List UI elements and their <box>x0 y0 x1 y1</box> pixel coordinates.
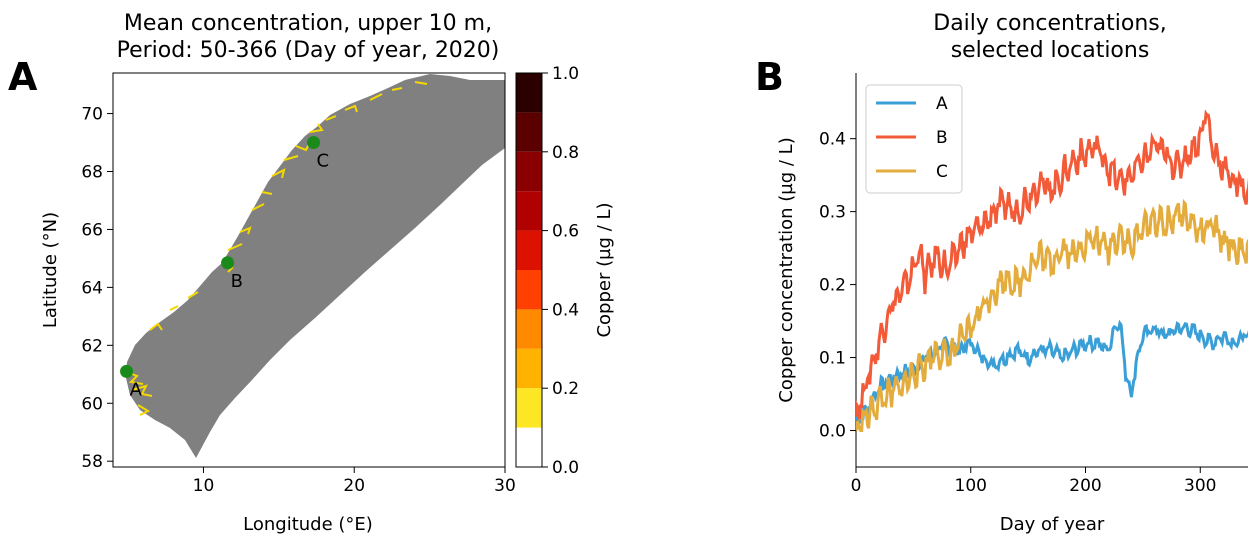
panel-a-title-line1: Mean concentration, upper 10 m, <box>124 11 492 36</box>
colorbar-band <box>516 427 542 467</box>
colorbar-band <box>516 151 542 192</box>
colorbar-tick-label: 1.0 <box>552 64 579 84</box>
series-line-c <box>856 198 1248 433</box>
map-x-axis-label: Longitude (°E) <box>243 514 373 535</box>
line-chart-series <box>856 109 1248 433</box>
map-x-tick-label: 30 <box>494 476 516 496</box>
land-mass <box>126 74 505 458</box>
line-x-tick-label: 300 <box>1184 476 1216 496</box>
colorbar-band <box>516 270 542 310</box>
colorbar-tick-label: 0.2 <box>552 379 579 399</box>
location-marker-b <box>221 256 235 270</box>
colorbar-ticks: 0.0 0.2 0.4 0.6 0.8 1.0 <box>542 64 579 478</box>
colorbar-label: Copper (µg / L) <box>594 202 615 337</box>
map-frame <box>112 72 506 468</box>
map-x-tick-label: 10 <box>193 476 215 496</box>
map-x-tick-label: 20 <box>343 476 365 496</box>
map-y-tick-label: 58 <box>81 452 103 472</box>
map-y-tick-label: 60 <box>81 394 103 414</box>
location-label-c: C <box>317 151 330 172</box>
colorbar-band <box>516 73 542 113</box>
colorbar-bands <box>516 73 542 467</box>
line-chart-axes: 0 100 200 300 0.0 0.1 0.2 0.3 0.4 <box>819 73 1248 496</box>
colorbar-tick-label: 0.8 <box>552 143 579 163</box>
map-y-tick-label: 68 <box>81 163 103 183</box>
line-y-tick-label: 0.3 <box>819 203 846 223</box>
panel-b-title-line1: Daily concentrations, <box>933 11 1166 36</box>
panel-a-title-line2: Period: 50-366 (Day of year, 2020) <box>117 38 500 63</box>
panel-b-title-line2: selected locations <box>951 38 1150 63</box>
location-label-a: A <box>130 379 143 400</box>
line-x-axis-label: Day of year <box>1000 514 1105 535</box>
map-ticks: 10 20 30 58 60 62 64 66 68 70 <box>81 105 515 496</box>
panel-a-letter: A <box>8 55 38 99</box>
line-y-tick-label: 0.2 <box>819 276 846 296</box>
colorbar-tick-label: 0.6 <box>552 222 579 242</box>
colorbar-tick-label: 0.0 <box>552 458 579 478</box>
map-y-tick-label: 62 <box>81 336 103 356</box>
colorbar-band <box>516 348 542 389</box>
colorbar-band <box>516 191 542 231</box>
map-y-axis-label: Latitude (°N) <box>40 212 61 328</box>
legend-box <box>865 84 963 194</box>
line-x-tick-label: 100 <box>955 476 987 496</box>
nearshore-concentration <box>126 81 428 416</box>
colorbar-band <box>516 388 542 428</box>
colorbar-frame <box>515 72 543 468</box>
location-label-b: B <box>231 271 243 292</box>
line-x-tick-label: 0 <box>851 476 862 496</box>
colorbar-band <box>516 230 542 270</box>
line-x-tick-label: 200 <box>1069 476 1101 496</box>
map-y-tick-label: 70 <box>81 105 103 125</box>
panel-b-letter: B <box>755 55 784 99</box>
panel-a-map: A Mean concentration, upper 10 m, Period… <box>8 11 615 535</box>
line-y-axis-label: Copper concentration (µg / L) <box>776 137 797 402</box>
line-y-tick-label: 0.4 <box>819 130 846 150</box>
location-marker-a <box>120 364 134 378</box>
map-area: 10 20 30 58 60 62 64 66 68 70 A B C <box>81 72 516 496</box>
line-y-tick-label: 0.0 <box>819 422 846 442</box>
colorbar-tick-label: 0.4 <box>552 300 579 320</box>
legend: ABC <box>865 84 963 194</box>
panel-b-line-chart: B Daily concentrations, selected locatio… <box>755 11 1248 535</box>
series-line-a <box>856 319 1248 425</box>
legend-label-b: B <box>936 128 948 148</box>
colorbar: 0.0 0.2 0.4 0.6 0.8 1.0 Copper (µg / L) <box>515 64 615 478</box>
location-marker-c <box>307 136 321 150</box>
map-y-tick-label: 66 <box>81 220 103 240</box>
map-markers: A B C <box>120 136 329 400</box>
colorbar-band <box>516 112 542 152</box>
legend-label-c: C <box>936 162 948 182</box>
colorbar-band <box>516 309 542 349</box>
legend-label-a: A <box>936 94 948 114</box>
map-y-tick-label: 64 <box>81 278 103 298</box>
line-y-tick-label: 0.1 <box>819 349 846 369</box>
series-line-b <box>856 109 1248 420</box>
